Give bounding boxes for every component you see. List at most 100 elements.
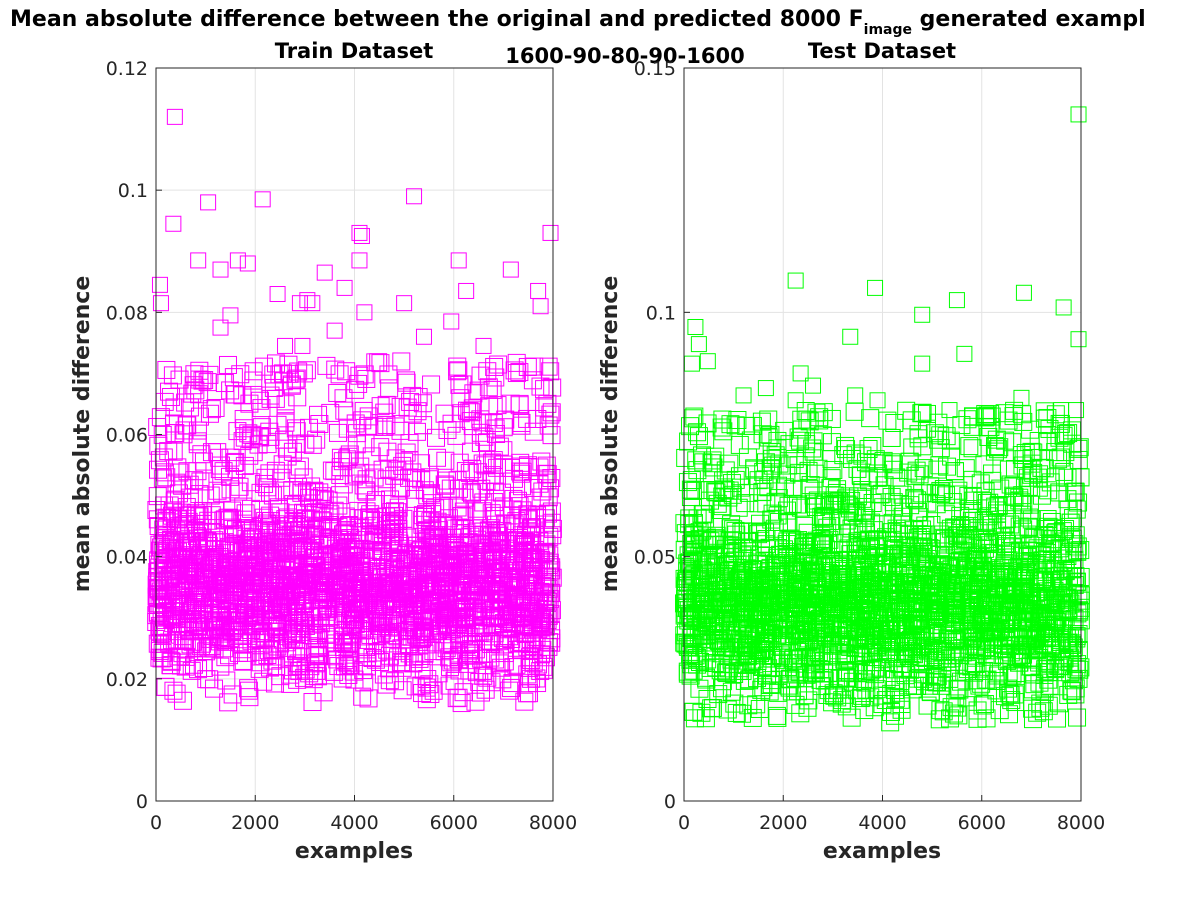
data-point <box>245 617 264 636</box>
data-point <box>440 648 459 667</box>
data-point <box>1056 520 1075 539</box>
data-point <box>472 683 491 702</box>
data-point <box>207 523 226 542</box>
data-point <box>240 524 259 543</box>
data-point <box>260 483 279 502</box>
data-point <box>984 610 1003 629</box>
data-point <box>484 414 503 433</box>
data-point <box>538 611 557 630</box>
data-point <box>981 417 1000 436</box>
data-point <box>356 304 373 321</box>
data-point <box>761 675 780 694</box>
data-point <box>466 692 485 711</box>
data-point <box>502 261 519 278</box>
data-point <box>457 636 476 655</box>
data-point <box>790 662 809 681</box>
data-point <box>381 611 400 630</box>
data-point <box>234 410 253 429</box>
data-point <box>1067 660 1086 679</box>
data-point <box>161 388 180 407</box>
data-point <box>542 224 559 241</box>
data-point <box>225 619 244 638</box>
data-point <box>691 652 710 671</box>
x-tick-label: 4000 <box>330 812 378 834</box>
data-point <box>202 553 221 572</box>
data-point <box>325 462 344 481</box>
data-point <box>719 659 738 678</box>
data-point <box>999 460 1018 479</box>
data-point <box>426 428 445 447</box>
data-point <box>964 491 983 510</box>
data-point <box>233 432 252 451</box>
data-point <box>386 512 405 531</box>
y-tick-label: 0.04 <box>106 547 148 569</box>
data-point <box>493 522 512 541</box>
data-point <box>271 532 290 551</box>
data-point <box>164 414 183 433</box>
data-point <box>405 647 424 666</box>
data-point <box>308 623 327 642</box>
data-point <box>339 656 358 675</box>
data-point <box>536 648 555 667</box>
data-point <box>150 642 169 661</box>
data-point <box>485 357 504 376</box>
data-point <box>160 496 179 515</box>
data-point <box>232 559 251 578</box>
data-point <box>234 510 253 529</box>
data-point <box>155 392 174 411</box>
data-point <box>943 626 962 645</box>
data-point <box>825 601 844 620</box>
data-point <box>463 552 482 571</box>
data-point <box>191 637 210 656</box>
data-point <box>970 641 989 660</box>
data-point <box>901 597 920 616</box>
data-point <box>853 560 872 579</box>
data-point <box>735 538 754 557</box>
data-point <box>725 694 744 713</box>
data-point <box>286 419 305 438</box>
data-point <box>222 307 239 324</box>
data-point <box>917 404 936 423</box>
data-point <box>418 486 437 505</box>
data-point <box>706 447 725 466</box>
data-point <box>720 543 739 562</box>
data-point <box>436 451 455 470</box>
data-point <box>473 502 492 521</box>
data-point <box>925 424 944 443</box>
data-point <box>516 557 535 576</box>
data-point <box>857 453 876 472</box>
data-point <box>450 647 469 666</box>
data-point <box>978 532 997 551</box>
data-point <box>151 582 170 601</box>
data-point <box>892 700 911 719</box>
data-point <box>688 461 707 480</box>
data-point <box>487 562 506 581</box>
data-point <box>193 371 212 390</box>
data-point <box>153 542 172 561</box>
data-point <box>191 472 210 491</box>
data-point <box>354 661 373 680</box>
data-point <box>963 417 982 436</box>
data-point <box>200 365 219 384</box>
data-point <box>277 633 296 652</box>
data-point <box>866 450 885 469</box>
data-point <box>928 667 947 686</box>
data-point <box>477 433 496 452</box>
data-point <box>976 519 995 538</box>
data-point <box>445 671 464 690</box>
data-point <box>229 252 246 269</box>
data-point <box>261 658 280 677</box>
data-point <box>188 462 207 481</box>
data-point <box>294 468 313 487</box>
data-point <box>148 418 167 437</box>
data-point <box>396 546 415 565</box>
data-point <box>785 449 804 468</box>
data-point <box>751 642 770 661</box>
data-point <box>895 633 914 652</box>
data-point <box>449 361 468 380</box>
data-point <box>718 664 737 683</box>
data-point <box>481 574 500 593</box>
data-point <box>976 600 995 619</box>
data-point <box>1065 482 1084 501</box>
data-point <box>235 419 254 438</box>
